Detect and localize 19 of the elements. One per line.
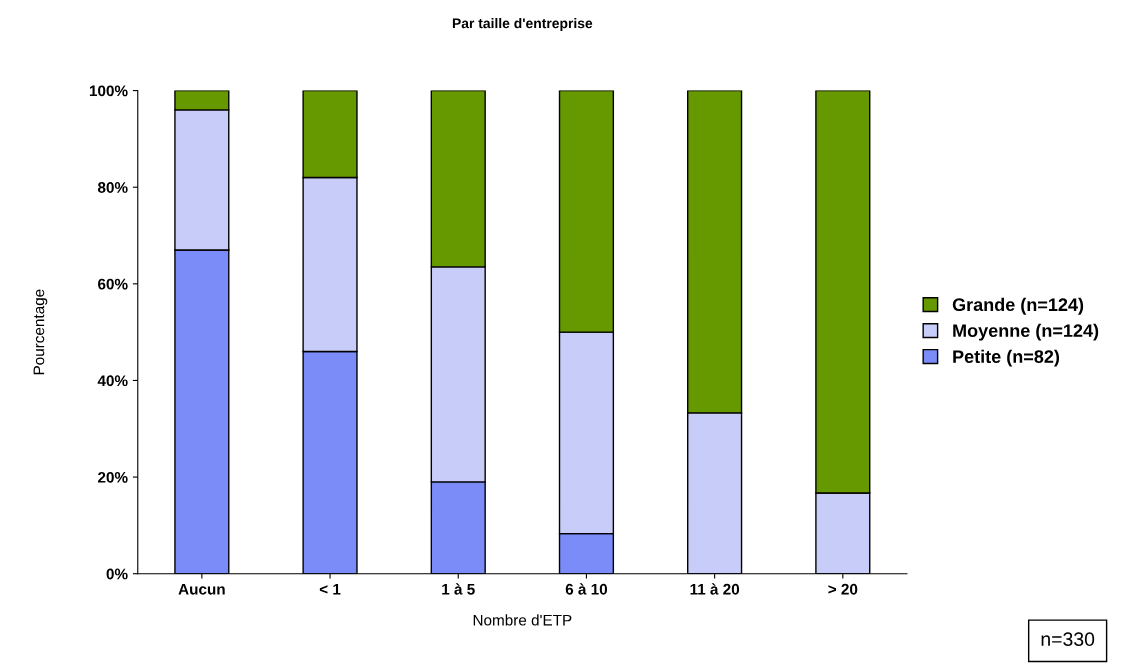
x-tick-label: > 20 [828, 583, 858, 595]
legend-label: Grande (n=124) [952, 297, 1084, 315]
legend-label: Petite (n=82) [953, 349, 1060, 367]
x-tick-label: Aucun [178, 583, 225, 595]
chart-title: Par taille d'entreprise [452, 18, 593, 31]
text: n=330 [1041, 632, 1095, 647]
legend-label: Moyenne (n=124) [953, 323, 1099, 341]
y-tick-label: 40% [97, 375, 128, 387]
y-tick-label: 100% [89, 85, 128, 97]
y-axis-title: Pourcentage [33, 289, 48, 375]
y-tick-label: 80% [97, 182, 128, 193]
y-tick-label: 0% [106, 568, 128, 580]
x-tick-label: 11 à 20 [690, 583, 740, 595]
y-tick-label: 60% [98, 278, 128, 290]
x-axis-title: Nombre d'ETP [473, 614, 572, 626]
x-tick-label: 6 à 10 [565, 583, 608, 595]
x-tick-label: < 1 [319, 583, 341, 595]
y-tick-label: 20% [97, 471, 128, 483]
x-tick-label: 1 à 5 [442, 583, 475, 595]
